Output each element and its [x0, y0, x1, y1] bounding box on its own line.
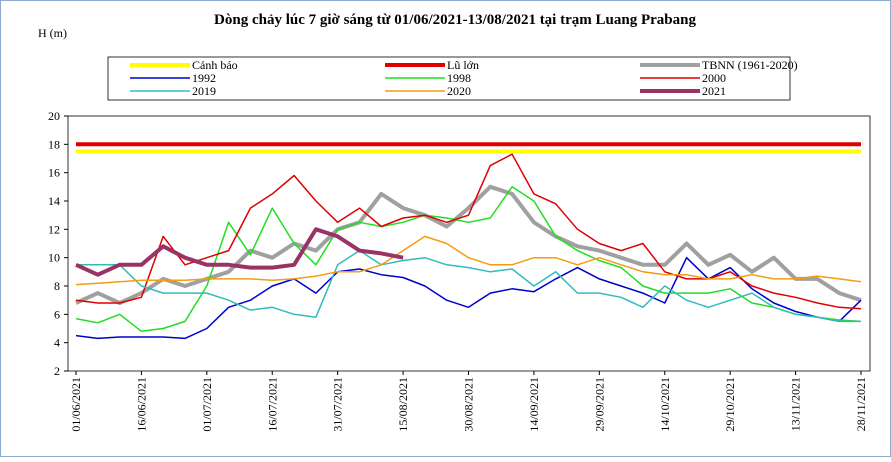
x-tick-label: 31/07/2021 — [331, 377, 345, 432]
legend-label: 2021 — [702, 84, 726, 98]
chart-title: Dòng chảy lúc 7 giờ sáng từ 01/06/2021-1… — [214, 12, 696, 28]
y-tick-label: 6 — [54, 307, 60, 321]
y-tick-label: 2 — [54, 364, 60, 378]
y-tick-label: 8 — [54, 279, 60, 293]
legend-label: Cảnh báo — [192, 58, 238, 72]
series-line — [75, 227, 404, 277]
x-tick-label: 15/08/2021 — [396, 377, 410, 432]
x-tick-label: 14/09/2021 — [527, 377, 541, 432]
legend-label: 2000 — [702, 71, 726, 85]
x-tick-label: 13/11/2021 — [789, 377, 803, 431]
y-tick-label: 14 — [48, 194, 60, 208]
series-line — [75, 256, 862, 340]
x-tick-label: 16/07/2021 — [265, 377, 279, 432]
legend-label: Lũ lớn — [447, 58, 479, 72]
series-line — [75, 235, 862, 286]
y-tick-label: 18 — [48, 137, 60, 151]
legend-label: 1992 — [192, 71, 216, 85]
legend-label: TBNN (1961-2020) — [702, 58, 798, 72]
y-axis-label: H (m) — [38, 26, 67, 40]
y-tick-label: 12 — [48, 222, 60, 236]
y-tick-label: 10 — [48, 251, 60, 265]
y-tick-label: 16 — [48, 166, 60, 180]
y-tick-label: 20 — [48, 109, 60, 123]
legend-label: 2020 — [447, 84, 471, 98]
x-tick-label: 29/09/2021 — [592, 377, 606, 432]
x-tick-label: 29/10/2021 — [723, 377, 737, 432]
x-tick-label: 01/06/2021 — [69, 377, 83, 432]
x-tick-label: 01/07/2021 — [200, 377, 214, 432]
series-line — [75, 186, 862, 333]
series-line — [76, 249, 861, 323]
series-line — [75, 153, 862, 310]
legend-label: 1998 — [447, 71, 471, 85]
x-tick-label: 14/10/2021 — [658, 377, 672, 432]
x-tick-label: 28/11/2021 — [854, 377, 868, 431]
x-tick-label: 30/08/2021 — [462, 377, 476, 432]
x-tick-label: 16/06/2021 — [134, 377, 148, 432]
y-tick-label: 4 — [54, 336, 60, 350]
legend-label: 2019 — [192, 84, 216, 98]
